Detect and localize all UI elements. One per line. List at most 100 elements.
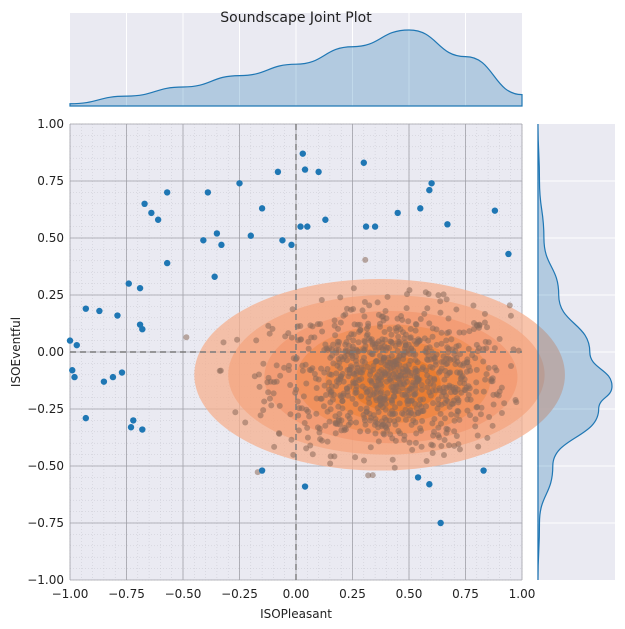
- data-point: [295, 427, 302, 434]
- data-point: [265, 322, 272, 329]
- data-point: [430, 382, 437, 389]
- data-point: [365, 320, 372, 327]
- data-point: [480, 358, 487, 365]
- data-point: [309, 323, 316, 330]
- data-point: [306, 413, 313, 420]
- data-point: [273, 378, 280, 385]
- chart-title: Soundscape Joint Plot: [220, 10, 372, 26]
- data-point: [404, 367, 411, 374]
- data-point: [406, 287, 413, 294]
- data-point: [484, 434, 491, 441]
- data-point: [315, 168, 322, 176]
- data-point: [448, 336, 455, 343]
- data-point: [369, 472, 376, 479]
- data-point: [463, 359, 470, 366]
- data-point: [417, 205, 424, 212]
- data-point: [463, 368, 470, 375]
- data-point: [402, 339, 409, 346]
- data-point: [382, 422, 389, 429]
- data-point: [391, 418, 398, 425]
- data-point: [437, 298, 444, 305]
- data-point: [234, 336, 241, 343]
- data-point: [392, 373, 399, 380]
- data-point: [425, 337, 432, 344]
- data-point: [421, 310, 428, 317]
- x-tick-label: 0.00: [283, 587, 310, 601]
- data-point: [255, 371, 262, 378]
- data-point: [257, 412, 264, 419]
- data-point: [260, 360, 267, 367]
- data-point: [374, 299, 381, 306]
- data-point: [361, 337, 368, 344]
- data-point: [364, 388, 371, 395]
- data-point: [501, 400, 508, 407]
- data-point: [415, 378, 422, 385]
- data-point: [412, 351, 419, 358]
- data-point: [384, 293, 391, 300]
- data-point: [419, 418, 426, 425]
- data-point: [437, 420, 444, 427]
- data-point: [384, 390, 391, 397]
- data-point: [339, 370, 346, 377]
- data-point: [73, 341, 80, 349]
- data-point: [424, 372, 431, 379]
- data-point: [505, 250, 512, 258]
- data-point: [285, 362, 292, 369]
- data-point: [331, 317, 338, 324]
- data-point: [367, 371, 374, 378]
- data-point: [333, 382, 340, 389]
- data-point: [271, 443, 278, 450]
- data-point: [320, 403, 327, 410]
- data-point: [367, 444, 374, 451]
- data-point: [410, 417, 417, 424]
- data-point: [331, 322, 338, 329]
- data-point: [440, 291, 447, 298]
- data-point: [465, 345, 472, 352]
- marginal-densities: [69, 29, 613, 581]
- data-point: [380, 356, 387, 363]
- x-tick-label: 0.75: [452, 587, 479, 601]
- data-point: [304, 424, 311, 431]
- data-point: [382, 406, 389, 413]
- data-point: [351, 321, 358, 328]
- data-point: [364, 364, 371, 371]
- x-tick-label: −0.25: [221, 587, 258, 601]
- data-point: [323, 392, 330, 399]
- data-point: [312, 375, 319, 382]
- y-tick-label: 0.75: [37, 174, 64, 188]
- data-point: [473, 379, 480, 386]
- data-point: [402, 375, 409, 382]
- data-point: [305, 345, 312, 352]
- data-point: [382, 401, 389, 408]
- y-tick-label: −0.50: [27, 459, 64, 473]
- data-point: [301, 166, 309, 173]
- data-point: [340, 312, 347, 319]
- data-point: [332, 413, 339, 420]
- data-point: [426, 389, 433, 396]
- data-point: [327, 460, 334, 467]
- data-point: [273, 362, 280, 369]
- data-point: [486, 414, 493, 421]
- data-point: [480, 467, 487, 474]
- data-point: [414, 368, 421, 375]
- data-point: [423, 457, 430, 464]
- data-point: [342, 341, 349, 348]
- data-point: [353, 419, 360, 426]
- data-point: [446, 384, 453, 391]
- data-point: [163, 259, 171, 267]
- data-point: [396, 400, 403, 407]
- data-point: [388, 331, 395, 338]
- data-point: [322, 341, 329, 348]
- data-point: [407, 407, 414, 414]
- data-point: [450, 400, 457, 407]
- data-point: [359, 307, 366, 314]
- data-point: [309, 451, 316, 458]
- data-point: [402, 416, 409, 423]
- data-point: [408, 346, 415, 353]
- data-point: [345, 373, 352, 380]
- data-point: [411, 373, 418, 380]
- data-point: [71, 373, 78, 381]
- data-point: [454, 358, 461, 365]
- data-point: [360, 346, 367, 353]
- data-point: [333, 378, 340, 385]
